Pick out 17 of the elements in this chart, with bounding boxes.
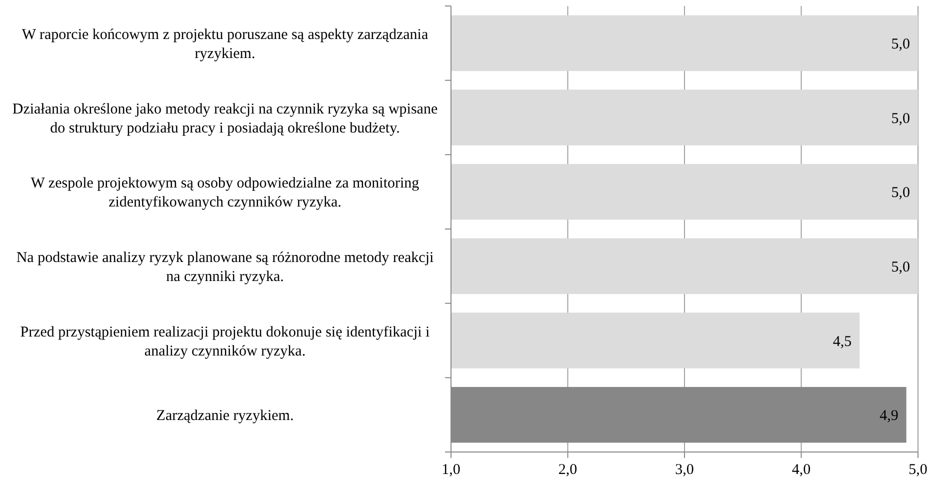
y-tick-label: Przed przystąpieniem realizacji projektu dokonuje się identyfikacji i analizy czynników ryzyka.: [20, 324, 430, 360]
y-tick-label: W raporcie końcowym z projektu poruszane są aspekty zarządzania ryzykiem.: [22, 26, 428, 62]
x-tick-label: 2,0: [558, 462, 578, 478]
x-tick-label: 3,0: [675, 462, 694, 478]
x-tick-label: 4,0: [792, 462, 811, 478]
data-label: 4,5: [832, 334, 852, 350]
y-tick-label: Na podstawie analizy ryzyk planowane są różnorodne metody reakcji na czynniki ryzyka.: [16, 250, 434, 285]
x-tick-label: 5,0: [908, 462, 928, 478]
y-tick-label: Działania określone jako metody reakcji na czynnik ryzyka są wpisane do struktury podziału pracy i posiadają określone budżety.: [12, 101, 438, 136]
y-tick-label: W zespole projektowym są osoby odpowiedzialne za monitoring zidentyfikowanych czynników ryzyka.: [30, 176, 420, 211]
data-label: 4,9: [880, 408, 898, 424]
y-tick-label: Zarządzanie ryzykiem.: [156, 408, 294, 424]
data-label: 5,0: [891, 259, 910, 276]
data-label: 5,0: [891, 36, 910, 52]
x-tick-label: 1,0: [442, 462, 460, 478]
data-label: 5,0: [891, 185, 910, 202]
data-label: 5,0: [891, 110, 910, 127]
